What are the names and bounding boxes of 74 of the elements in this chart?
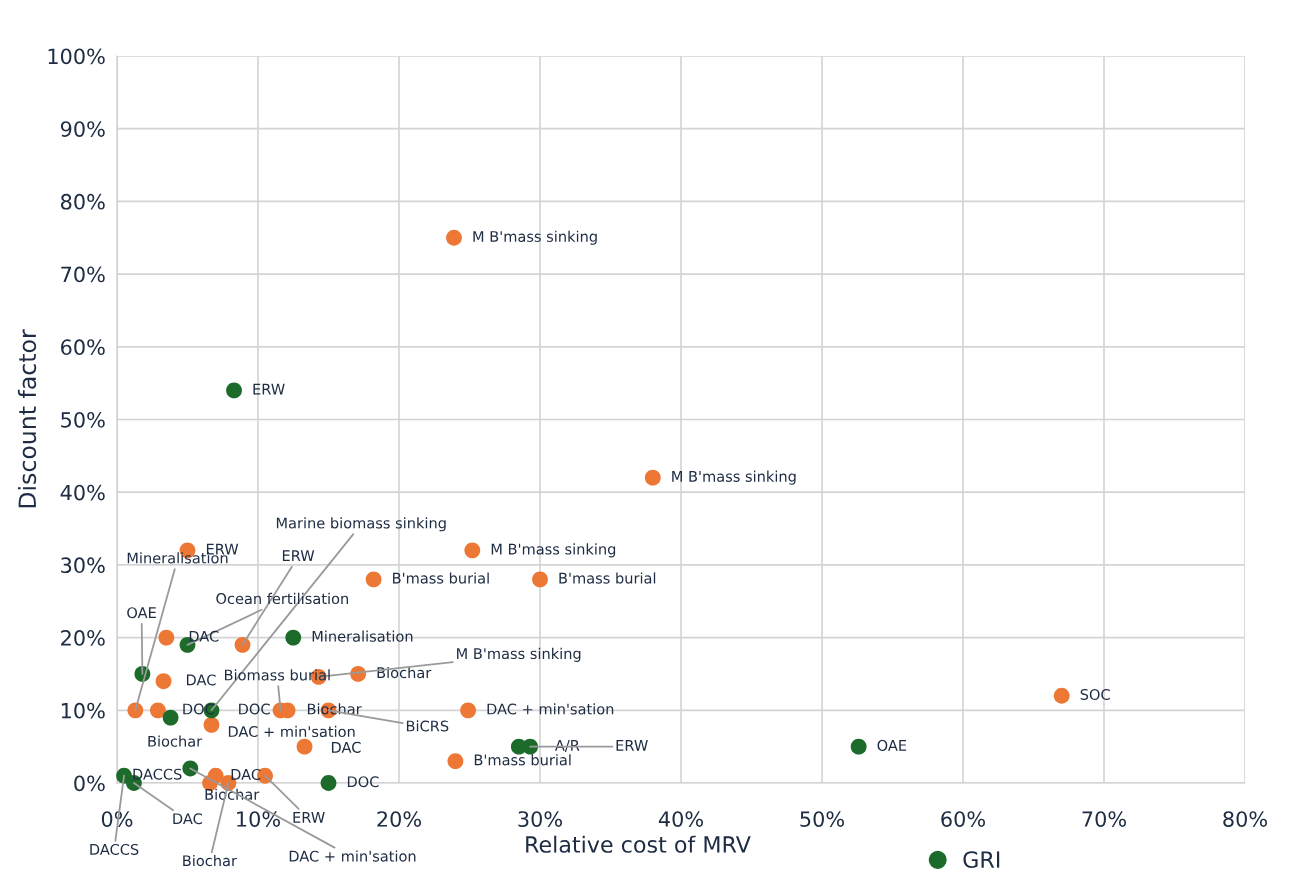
point [1053,687,1070,704]
x-tick-label: 80% [1223,811,1267,827]
point [285,629,302,646]
point [365,571,382,588]
x-tick-label: 70% [1082,811,1126,827]
annotation: B'mass burial [393,572,489,584]
x-tick-label: 40% [658,811,703,827]
x-tick-label: 20% [377,811,421,827]
annotation: ERW [282,550,315,561]
annotation: DACCS [90,843,139,855]
annotation: DAC + min'sation [228,725,355,738]
annotation: DACCS [133,768,182,780]
x-axis-title: Relative cost of MRV [526,835,751,853]
annotation: M B'mass sinking [491,543,616,558]
annotation: ERW [616,740,648,751]
annotation: DOC [239,703,270,715]
point [446,229,462,246]
x-tick-label: 60% [941,811,985,827]
annotation: OAE [127,607,156,619]
annotation: Biochar [148,735,203,747]
y-tick-label: 90% [60,121,105,137]
x-tick-label: 10% [237,811,280,827]
point [447,753,464,770]
annotation: BiCRS [406,720,449,732]
annotation: DAC [186,674,216,686]
y-tick-label: 40% [60,484,105,501]
point [532,571,548,588]
annotation: ERW [253,383,285,395]
annotation: B'mass burial [474,754,571,766]
point [226,382,242,399]
annotation: DOC [347,776,379,788]
point [850,738,867,755]
legend-label: GRI [963,851,1000,868]
annotation: DAC [331,741,361,753]
y-tick-label: 10% [61,702,105,719]
annotation: Biochar [183,854,237,867]
point [203,716,220,733]
annotation: M B'mass sinking [457,647,581,662]
annotation: M B'mass sinking [672,470,796,485]
point [149,702,166,719]
annotation: DAC [173,813,203,825]
point [234,636,251,653]
point [158,629,175,646]
y-tick-label: 100% [48,48,105,65]
annotation: ERW [293,812,325,823]
point [644,469,661,486]
point [155,673,172,690]
y-tick-label: 30% [61,557,105,574]
annotation: B'mass burial [559,572,656,584]
y-tick-label: 50% [61,411,105,428]
annotation: DAC [189,630,219,642]
y-tick-label: 70% [61,266,105,283]
x-tick-label: 50% [800,811,844,827]
point [162,709,179,726]
point [464,542,481,559]
annotation: SOC [1080,688,1110,700]
annotation: Marine biomass sinking [276,517,446,532]
annotation: Mineralisation [312,630,413,642]
y-tick-label: 60% [61,339,105,356]
annotation: Biochar [377,666,432,679]
annotation: DAC + min'sation [487,703,614,715]
y-tick-label: 20% [61,630,105,646]
x-tick-label: 0% [101,811,133,827]
y-tick-label: 80% [61,193,105,210]
annotation: DAC + min'sation [289,850,416,862]
annotation: M B'mass sinking [473,230,597,245]
y-tick-label: 0% [74,775,105,792]
annotation: Ocean fertilisation [216,592,348,605]
annotation: OAE [877,739,907,751]
point [460,702,477,719]
point [296,738,313,755]
y-axis-title: Discount factor [17,329,37,508]
point [320,775,337,791]
x-tick-label: 30% [518,811,562,827]
